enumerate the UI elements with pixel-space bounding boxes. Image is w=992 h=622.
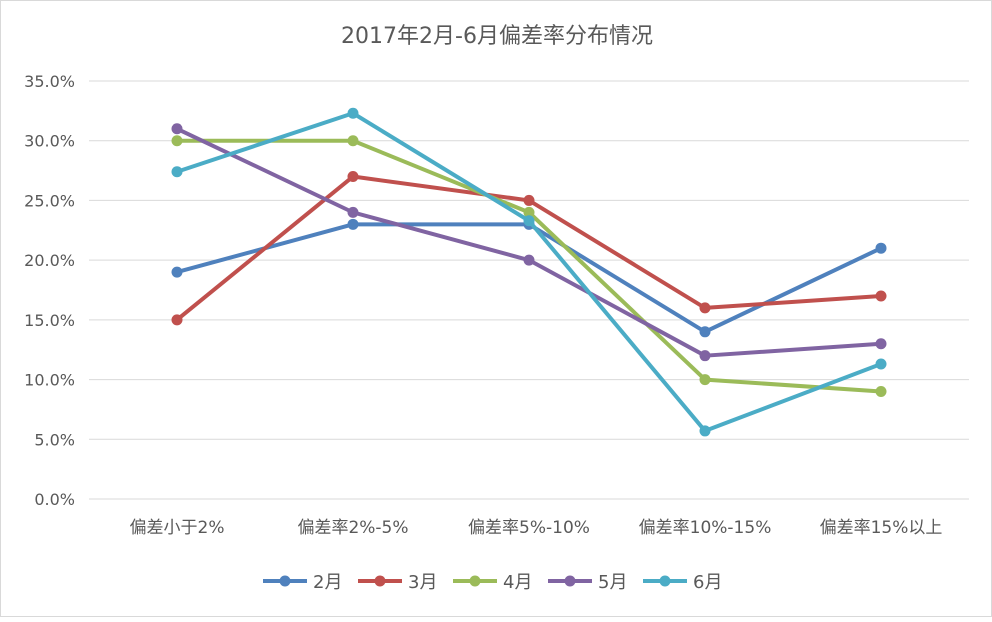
x-tick-label: 偏差率2%-5%	[297, 518, 408, 538]
legend-item: 3月	[358, 572, 437, 593]
data-point	[699, 302, 711, 314]
data-point	[347, 107, 359, 119]
data-point	[347, 206, 359, 218]
y-tick-label: 20.0%	[24, 251, 75, 270]
legend-marker	[659, 575, 671, 587]
legend-marker	[564, 575, 576, 587]
data-point	[171, 166, 183, 178]
data-point	[171, 266, 183, 278]
y-tick-label: 15.0%	[24, 311, 75, 330]
data-point	[875, 242, 887, 254]
data-point	[523, 194, 535, 206]
legend-label: 6月	[693, 572, 722, 593]
legend-item: 2月	[263, 572, 342, 593]
y-tick-label: 35.0%	[24, 72, 75, 91]
legend-label: 5月	[598, 572, 627, 593]
x-tick-label: 偏差率15%以上	[820, 518, 943, 538]
data-point	[699, 425, 711, 437]
legend-label: 3月	[408, 572, 437, 593]
legend-item: 4月	[453, 572, 532, 593]
series-line-2	[176, 222, 882, 334]
data-point	[523, 206, 535, 218]
legend-item: 5月	[548, 572, 627, 593]
data-point	[171, 135, 183, 147]
data-point	[523, 254, 535, 266]
data-point	[699, 374, 711, 386]
legend-item: 6月	[643, 572, 722, 593]
y-tick-label: 0.0%	[34, 490, 75, 509]
x-tick-label: 偏差小于2%	[130, 518, 225, 538]
data-point	[347, 218, 359, 230]
legend-marker	[469, 575, 481, 587]
legend-label: 2月	[313, 572, 342, 593]
legend-label: 4月	[503, 572, 532, 593]
y-tick-label: 25.0%	[24, 191, 75, 210]
x-tick-label: 偏差率10%-15%	[639, 518, 772, 538]
data-point	[347, 135, 359, 147]
data-point	[875, 358, 887, 370]
data-point	[523, 215, 535, 227]
y-tick-label: 5.0%	[34, 430, 75, 449]
legend-marker	[279, 575, 291, 587]
chart-title: 2017年2月-6月偏差率分布情况	[341, 24, 653, 49]
y-tick-label: 10.0%	[24, 371, 75, 390]
data-point	[875, 338, 887, 350]
x-tick-label: 偏差率5%-10%	[468, 518, 590, 538]
data-point	[171, 123, 183, 135]
y-tick-label: 30.0%	[24, 132, 75, 151]
data-point	[875, 386, 887, 398]
data-point	[699, 326, 711, 338]
legend-marker	[374, 575, 386, 587]
data-point	[171, 314, 183, 326]
data-point	[875, 290, 887, 302]
data-point	[347, 171, 359, 183]
data-point	[699, 350, 711, 362]
